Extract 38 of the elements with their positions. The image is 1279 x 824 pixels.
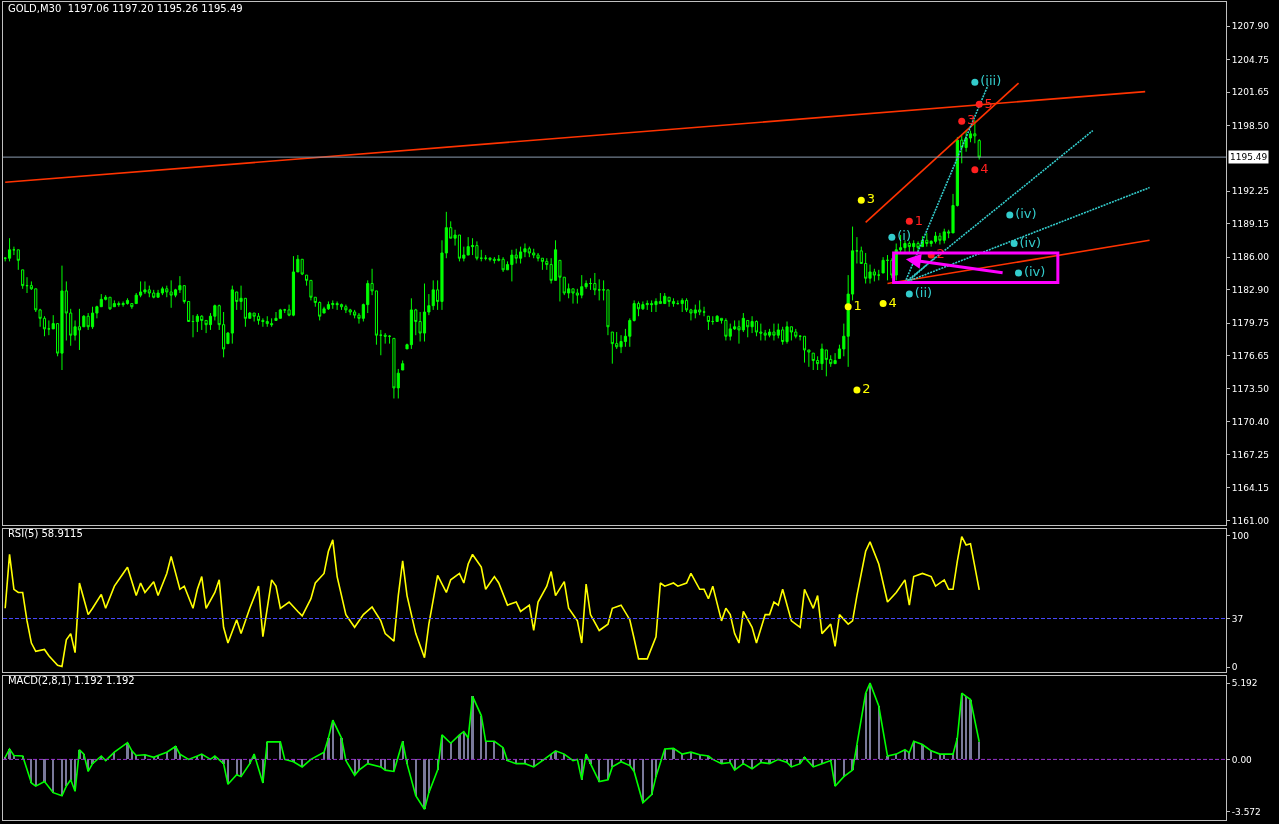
y-tick-label: 1198.50: [1231, 120, 1270, 131]
y-tick-label: 0.00: [1231, 754, 1253, 765]
series-label: (iv): [1023, 264, 1046, 280]
series-label: (iv): [1019, 234, 1041, 250]
chart-title: GOLD,M30 1197.06 1197.20 1195.26 1195.49: [7, 2, 243, 14]
series-label: (iv): [1015, 206, 1037, 222]
y-tick-label: 1164.15: [1231, 482, 1270, 493]
y-tick-label: 1167.25: [1231, 450, 1270, 461]
y-tick-label: 1170.40: [1231, 416, 1270, 427]
y-tick-label: 1179.75: [1231, 318, 1270, 329]
y-tick-label: 1207.90: [1231, 21, 1270, 32]
series-label: (i): [897, 228, 911, 244]
y-tick-label: 1204.75: [1231, 54, 1270, 65]
y-tick-label: 37: [1231, 613, 1244, 624]
y-tick-label: 1201.65: [1231, 87, 1270, 98]
series-label: 2: [862, 381, 871, 397]
series-label: (iii): [980, 73, 1002, 89]
chart-title: MACD(2,8,1) 1.192 1.192: [7, 674, 135, 686]
series-label: 4: [888, 294, 897, 310]
y-tick-label: 1189.15: [1231, 219, 1270, 230]
y-tick-label: 1161.00: [1231, 515, 1270, 526]
y-tick-label: 1176.65: [1231, 350, 1270, 361]
y-tick-label: -3.572: [1231, 807, 1261, 818]
y-tick-label: 0: [1231, 662, 1238, 673]
series-label: 3: [967, 112, 976, 128]
y-tick-label: 1173.50: [1231, 384, 1270, 395]
ref-line-label: 1195.49: [1230, 152, 1268, 162]
y-tick-label: 100: [1231, 531, 1250, 542]
series-label: 1: [914, 212, 923, 228]
y-tick-label: 5.192: [1231, 678, 1258, 689]
series-label: 4: [980, 160, 989, 176]
series-label: 3: [866, 191, 875, 207]
series-label: 1: [853, 297, 862, 313]
y-tick-label: 1192.25: [1231, 186, 1270, 197]
series-label: (ii): [914, 285, 933, 301]
y-tick-label: 1186.00: [1231, 252, 1270, 263]
y-tick-label: 1182.90: [1231, 285, 1270, 296]
chart-title: RSI(5) 58.9115: [7, 527, 83, 539]
